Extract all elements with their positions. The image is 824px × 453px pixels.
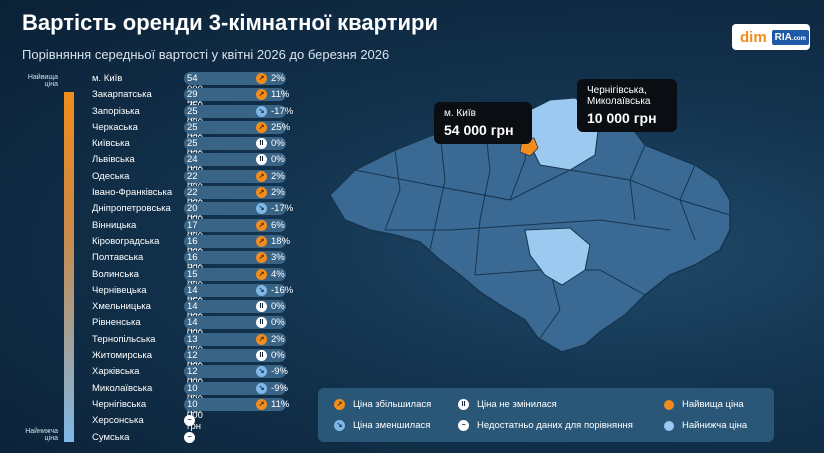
lowest-region-price: 10 000 грн [587,110,657,126]
highest-region-name: м. Київ [444,108,476,119]
arrow-down-right-icon: ↘ [256,382,267,394]
pause-icon: II [256,350,267,362]
price-change: 2% [271,187,285,199]
highest-region-price: 54 000 грн [444,122,514,138]
price-change: 0% [271,317,285,329]
region-name: Вінницька [92,219,137,231]
region-name: Волинська [92,268,139,280]
logo-ria-text: RIA.com [771,29,809,45]
region-name: Київська [92,138,130,150]
region-name: Сумська [92,431,130,443]
lowest-price-callout: Чернігівська, Миколаївська 10 000 грн [577,79,677,132]
arrow-down-right-icon: ↘ [256,105,267,117]
legend-highest: Найвища ціна [664,399,744,410]
price-change: 3% [271,252,285,264]
arrow-up-right-icon: ↗ [256,73,267,84]
arrow-up-right-icon: ↗ [256,268,267,280]
price-change: -9% [271,382,288,394]
price-change: 11% [271,89,290,101]
price-change: 6% [271,219,285,231]
price-change: 4% [271,268,285,280]
mykolaiv-region [524,227,591,286]
orange-dot-icon [664,399,674,410]
arrow-down-right-icon: ↘ [256,366,267,378]
arrow-up-right-icon: ↗ [256,219,267,231]
region-name: Чернівецька [92,284,147,296]
region-name: Черкаська [92,121,138,133]
region-name: Миколаївська [92,382,153,394]
price-change: 0% [271,301,285,313]
region-name: Івано-Франківська [92,187,173,199]
arrow-up-right-icon: ↗ [334,399,345,410]
price-change: 2% [271,73,285,84]
region-name: Харківська [92,366,140,378]
region-name: Херсонська [92,415,144,427]
region-name: Рівненська [92,317,141,329]
price-change: 2% [271,170,285,182]
legend-lowest: Найнижча ціна [664,420,747,431]
region-name: Чернігівська [92,398,147,410]
page-subtitle: Порівняння середньої вартості у квітні 2… [22,47,390,62]
price-change: 0% [271,138,285,150]
page-title: Вартість оренди 3-кімнатної квартири [22,10,438,35]
light-blue-dot-icon [664,420,674,431]
arrow-up-right-icon: ↗ [256,170,267,182]
price-change: 11% [271,398,290,410]
scale-top-label: Найвища ціна [27,74,58,88]
price-change: 25% [271,121,291,133]
region-name: Житомирська [92,350,153,362]
arrow-up-right-icon: ↗ [256,235,267,247]
price-change: -17% [271,203,294,215]
price-change: 2% [271,333,285,345]
region-name: Одеська [92,170,130,182]
scale-bottom-label: Найнижча ціна [25,428,58,442]
legend-up: ↗ Ціна збільшилася [334,399,431,410]
price-change: 0% [271,350,285,362]
highest-price-callout: м. Київ 54 000 грн [434,102,532,144]
arrow-up-right-icon: ↗ [256,252,267,264]
pause-icon: II [256,138,267,150]
price-change: -17% [271,105,294,117]
region-name: Запорізька [92,105,140,117]
region-name: Тернопільська [92,333,156,345]
price-change: -9% [271,366,288,378]
region-name: м. Київ [92,73,123,84]
lowest-region-name-2: Миколаївська [587,96,651,107]
arrow-up-right-icon: ↗ [256,121,267,133]
price-change: -16% [271,284,294,296]
arrow-down-right-icon: ↘ [256,284,267,296]
region-name: Полтавська [92,252,144,264]
arrow-up-right-icon: ↗ [256,89,267,101]
arrow-down-right-icon: ↘ [256,203,267,215]
region-name: Львівська [92,154,135,166]
pause-icon: II [256,317,267,329]
price-scale-bar [64,92,74,442]
price-change: 0% [271,154,285,166]
region-name: Кіровоградська [92,235,160,247]
minus-icon: − [184,431,195,443]
minus-icon: − [184,415,195,427]
region-name: Закарпатська [92,89,152,101]
arrow-up-right-icon: ↗ [256,333,267,345]
region-name: Дніпропетровська [92,203,171,215]
arrow-up-right-icon: ↗ [256,187,267,199]
arrow-up-right-icon: ↗ [256,398,267,410]
pause-icon: II [458,399,469,410]
price-change: 18% [271,235,291,247]
lowest-region-name-1: Чернігівська, [587,85,647,96]
pause-icon: II [256,154,267,166]
dimria-logo[interactable]: dim RIA.com [732,24,810,50]
legend-down: ↘ Ціна зменшилася [334,420,430,431]
legend: ↗ Ціна збільшилася ↘ Ціна зменшилася II … [318,388,774,442]
legend-same: II Ціна не змінилася [458,399,557,410]
arrow-down-right-icon: ↘ [334,420,345,431]
region-price: 10 000 грн [187,398,203,432]
logo-dim-text: dim [740,28,767,46]
minus-icon: − [458,420,469,431]
legend-nodata: − Недостатньо даних для порівняння [458,420,633,431]
pause-icon: II [256,301,267,313]
region-name: Хмельницька [92,301,151,313]
